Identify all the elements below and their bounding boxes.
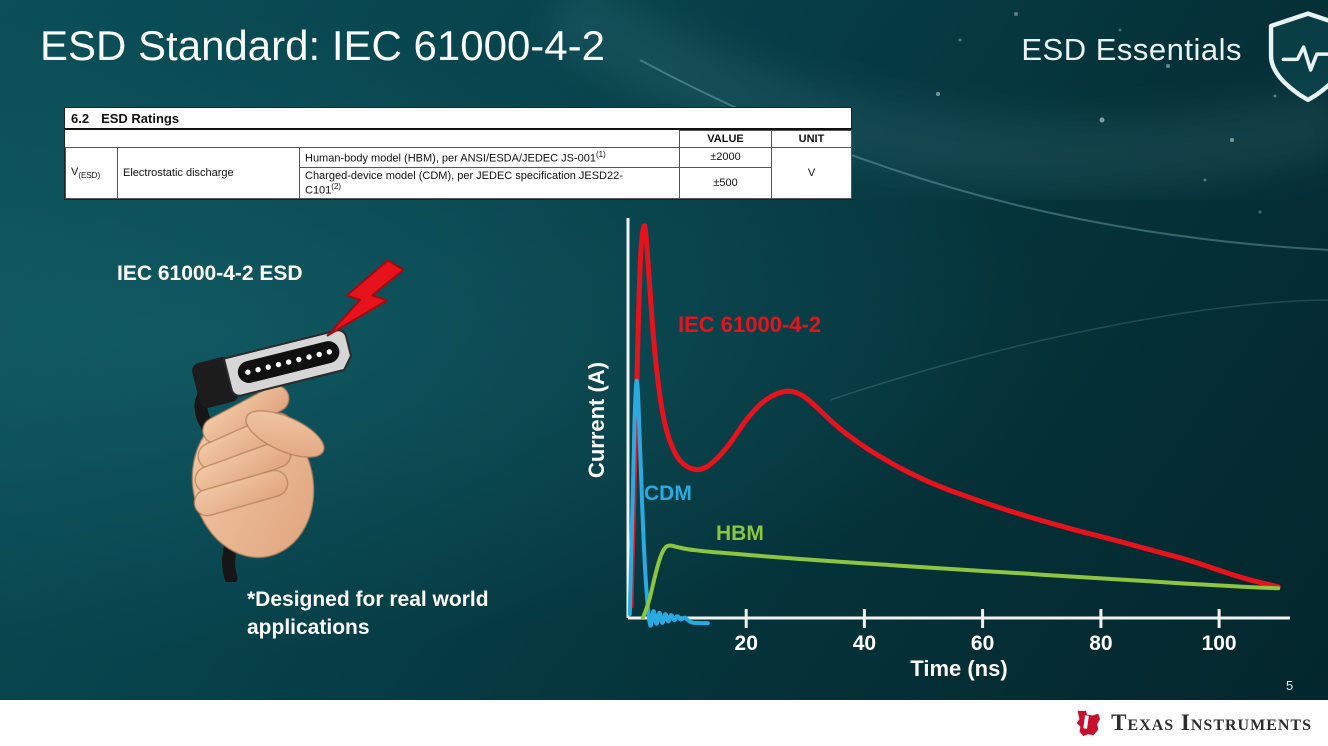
esd-ratings-table: 6.2 ESD Ratings VALUE UNIT V(ESD) Electro…	[64, 107, 852, 201]
hbm-value-cell: ±2000	[679, 147, 772, 168]
esd-current-waveform-chart: 20 40 60 80 100 Current (A) Time (ns) IEC 61…	[584, 204, 1302, 700]
designed-for-real-world-note: *Designed for real world applications	[247, 588, 489, 640]
slide-number: 5	[1286, 678, 1294, 693]
col-header-unit: UNIT	[771, 130, 852, 148]
table-row-cdm: Charged-device model (CDM), per JEDEC sp…	[66, 166, 852, 200]
ti-brand-text: Texas Instruments	[1111, 710, 1312, 735]
table-row-hbm: V(ESD) Electrostatic discharge Human-bod…	[65, 146, 852, 200]
iec-series-label: IEC 61000-4-2	[678, 312, 822, 337]
iec-esd-caption: IEC 61000-4-2 ESD	[117, 262, 303, 285]
hbm-desc-text: Human-body model (HBM), per ANSI/ESDA/JE…	[305, 152, 596, 165]
section-title-text: ESD Ratings	[101, 111, 180, 126]
page-title: ESD Standard: IEC 61000-4-2	[40, 22, 605, 69]
hbm-series-label: HBM	[716, 522, 764, 545]
hdmi-connector-icon	[192, 329, 353, 408]
esd-shield-icon	[1268, 11, 1328, 103]
cdm-desc-line1: Charged-device model (CDM), per JEDEC sp…	[305, 169, 623, 182]
table-section-title: 6.2 ESD Ratings	[65, 108, 851, 130]
unit-cell: V	[771, 146, 852, 200]
ti-logo-icon	[1076, 710, 1101, 737]
cdm-value-cell: ±500	[679, 166, 772, 200]
footer-bar: Texas Instruments	[0, 700, 1328, 746]
svg-text:80: 80	[1089, 632, 1112, 655]
cdm-footnote: (2)	[331, 181, 342, 191]
svg-text:100: 100	[1202, 632, 1237, 655]
x-axis-label: Time (ns)	[910, 656, 1008, 681]
section-number: 6.2	[71, 111, 90, 126]
svg-text:20: 20	[735, 632, 758, 655]
parameter-cell: Electrostatic discharge	[117, 146, 300, 200]
ti-logo: Texas Instruments	[1072, 708, 1312, 738]
svg-text:40: 40	[853, 632, 876, 655]
y-axis-label: Current (A)	[584, 361, 609, 479]
table-header-blank	[65, 130, 680, 148]
hbm-description-cell: Human-body model (HBM), per ANSI/ESDA/JE…	[299, 147, 680, 168]
col-header-value: VALUE	[679, 130, 772, 148]
cdm-description-cell: Charged-device model (CDM), per JEDEC sp…	[299, 166, 680, 200]
symbol-base: V	[71, 166, 79, 179]
cdm-series-label: CDM	[644, 482, 692, 505]
hbm-footnote: (1)	[596, 150, 606, 159]
table-header-row: VALUE UNIT	[65, 130, 852, 148]
lightning-bolt-icon	[326, 259, 405, 337]
series-brand-text: ESD Essentials	[1021, 32, 1242, 67]
chart-plot-area: 20 40 60 80 100	[626, 218, 1290, 655]
thumb-illustration	[245, 410, 325, 458]
symbol-subscript: (ESD)	[78, 171, 101, 181]
svg-text:60: 60	[971, 632, 994, 655]
hand-holding-hdmi-illustration	[191, 259, 405, 582]
symbol-cell: V(ESD)	[65, 146, 118, 200]
cdm-desc-line2: C101	[305, 184, 332, 197]
